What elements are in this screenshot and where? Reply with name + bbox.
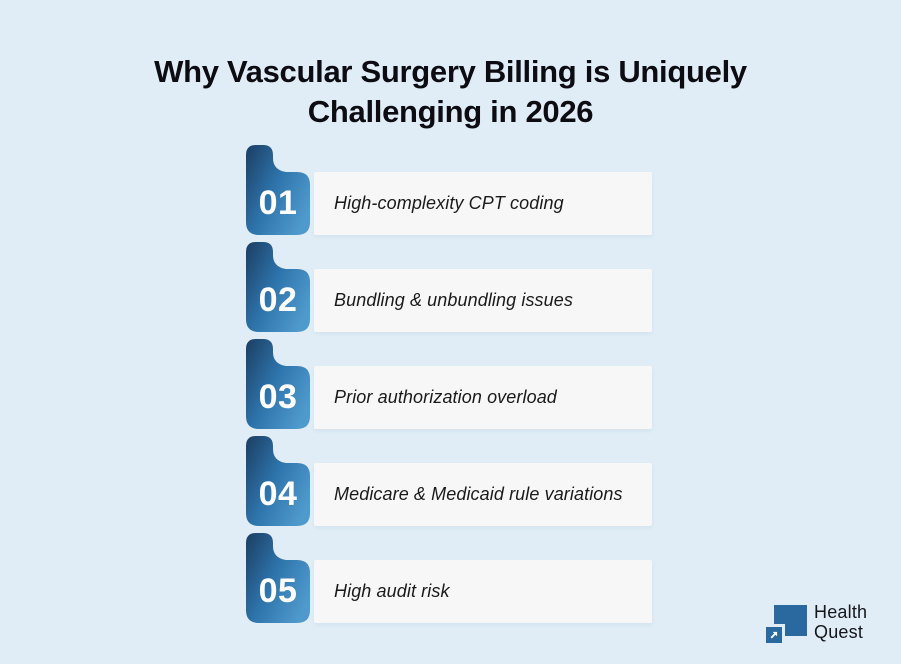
item-label: High audit risk bbox=[334, 581, 450, 601]
badge-bubble-shape bbox=[246, 533, 310, 623]
logo: Health Quest bbox=[766, 601, 867, 643]
item-label-bar: High-complexity CPT coding bbox=[314, 172, 652, 235]
item-number: 05 bbox=[258, 572, 298, 610]
item-label-bar: Medicare & Medicaid rule variations bbox=[314, 463, 652, 526]
item-number-badge: 03 bbox=[246, 339, 310, 429]
item-number: 02 bbox=[258, 281, 298, 319]
logo-text: Health Quest bbox=[814, 602, 867, 642]
badge-bubble-shape bbox=[246, 339, 310, 429]
page-title-line1: Why Vascular Surgery Billing is Uniquely bbox=[154, 54, 747, 89]
item-label-bar: High audit risk bbox=[314, 560, 652, 623]
item-number: 03 bbox=[258, 378, 298, 416]
page-title-line2: Challenging in 2026 bbox=[307, 94, 594, 129]
item-number-badge: 05 bbox=[246, 533, 310, 623]
item-label: Bundling & unbundling issues bbox=[334, 290, 573, 310]
list-item: High-complexity CPT coding 01 bbox=[246, 145, 654, 235]
item-label: Medicare & Medicaid rule variations bbox=[334, 484, 623, 504]
item-number: 01 bbox=[258, 184, 298, 222]
item-label: Prior authorization overload bbox=[334, 387, 557, 407]
item-number-badge: 02 bbox=[246, 242, 310, 332]
page-title: Why Vascular Surgery Billing is Uniquely… bbox=[0, 52, 901, 132]
badge-bubble-shape bbox=[246, 242, 310, 332]
badge-bubble-shape bbox=[246, 436, 310, 526]
item-number-badge: 01 bbox=[246, 145, 310, 235]
item-number-badge: 04 bbox=[246, 436, 310, 526]
item-label-bar: Bundling & unbundling issues bbox=[314, 269, 652, 332]
logo-text-line2: Quest bbox=[814, 622, 864, 642]
item-label: High-complexity CPT coding bbox=[334, 193, 564, 213]
list-item: Bundling & unbundling issues 02 bbox=[246, 242, 654, 332]
arrow-up-right-icon bbox=[766, 627, 782, 643]
logo-icon bbox=[766, 601, 807, 643]
item-label-bar: Prior authorization overload bbox=[314, 366, 652, 429]
list-item: Medicare & Medicaid rule variations 04 bbox=[246, 436, 654, 526]
badge-bubble-shape bbox=[246, 145, 310, 235]
logo-text-line1: Health bbox=[814, 602, 868, 622]
list-item: Prior authorization overload 03 bbox=[246, 339, 654, 429]
list-item: High audit risk 05 bbox=[246, 533, 654, 623]
item-number: 04 bbox=[258, 475, 298, 513]
